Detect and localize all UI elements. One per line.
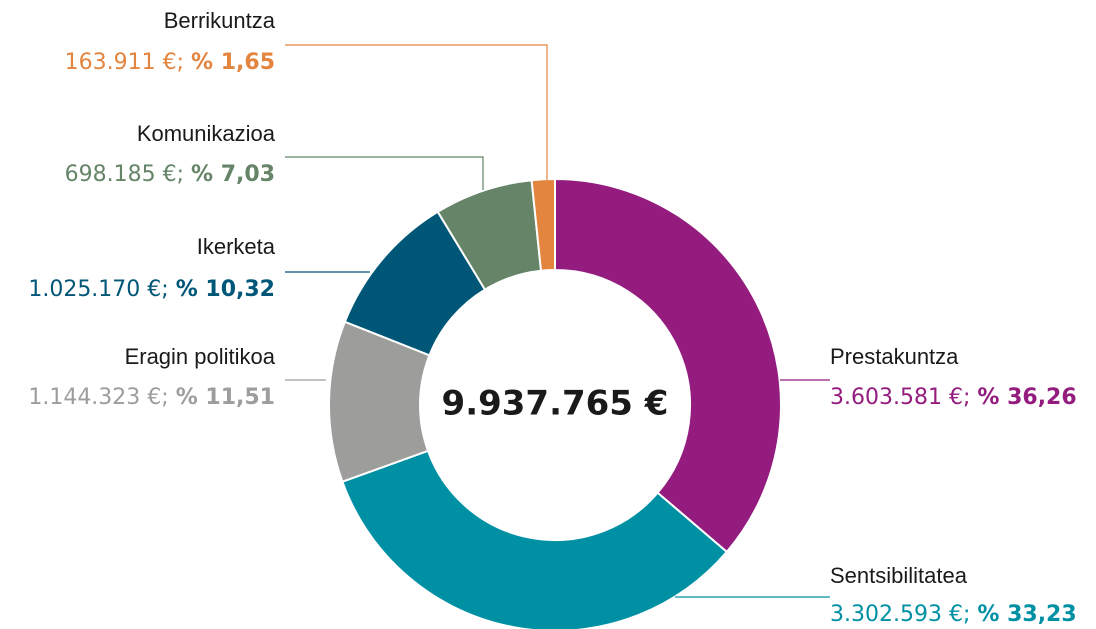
percent-label: % 1,65 <box>191 50 275 75</box>
donut-slice <box>530 177 556 272</box>
donut-slice <box>341 449 729 629</box>
value-label: 1.025.170 €; % 10,32 <box>28 277 275 302</box>
amount-label: 3.302.593 €; <box>830 602 970 627</box>
donut-slice <box>554 177 782 554</box>
category-label: Prestakuntza <box>830 344 959 369</box>
category-label: Eragin politikoa <box>125 344 276 369</box>
percent-label: % 33,23 <box>977 602 1076 627</box>
category-label: Berrikuntza <box>164 8 276 33</box>
category-label: Ikerketa <box>197 234 276 259</box>
total-label: 9.937.765 € <box>442 384 669 424</box>
leader-line <box>285 156 484 190</box>
value-label: 698.185 €; % 7,03 <box>65 162 275 187</box>
amount-label: 698.185 €; <box>65 162 184 187</box>
amount-label: 3.603.581 €; <box>830 385 970 410</box>
percent-label: % 7,03 <box>191 162 275 187</box>
value-label: 3.603.581 €; % 36,26 <box>830 385 1077 410</box>
amount-label: 1.144.323 €; <box>28 385 168 410</box>
value-label: 1.144.323 €; % 11,51 <box>28 385 275 410</box>
percent-label: % 36,26 <box>977 385 1076 410</box>
percent-label: % 11,51 <box>176 385 275 410</box>
percent-label: % 10,32 <box>176 277 275 302</box>
value-label: 163.911 €; % 1,65 <box>65 50 275 75</box>
category-label: Komunikazioa <box>137 121 276 146</box>
amount-label: 1.025.170 €; <box>28 277 168 302</box>
value-label: 3.302.593 €; % 33,23 <box>830 602 1077 627</box>
amount-label: 163.911 €; <box>65 50 184 75</box>
category-label: Sentsibilitatea <box>830 563 968 588</box>
leader-line <box>285 44 548 180</box>
